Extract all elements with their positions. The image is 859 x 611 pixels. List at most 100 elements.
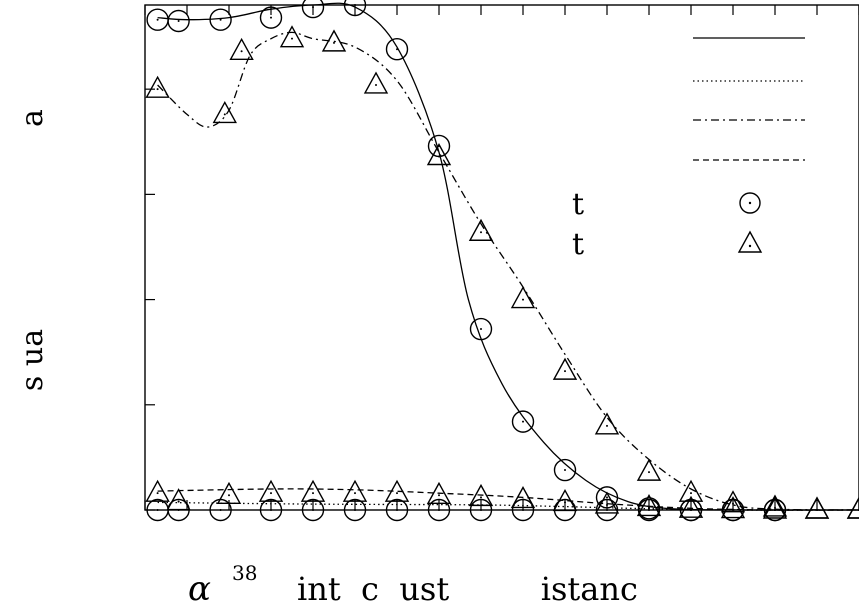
marker-center-dot xyxy=(522,298,524,301)
marker-triangle xyxy=(636,458,662,481)
legend: t t xyxy=(572,37,805,262)
marker-center-dot xyxy=(270,492,272,495)
marker-center-dot xyxy=(564,469,566,472)
marker-triangle xyxy=(321,29,347,52)
plot-frame xyxy=(144,4,859,511)
x-axis-label-superscript: 38 xyxy=(232,561,257,585)
marker-center-dot xyxy=(774,506,776,509)
marker-center-dot xyxy=(648,471,650,474)
marker-circle xyxy=(511,410,535,433)
marker-triangle xyxy=(720,496,746,519)
marker-center-dot xyxy=(564,501,566,504)
marker-center-dot xyxy=(396,509,398,511)
marker-center-dot xyxy=(690,508,692,511)
marker-center-dot xyxy=(732,508,734,511)
marker-triangle xyxy=(552,488,578,512)
marker-center-dot xyxy=(240,50,243,53)
marker-triangle xyxy=(212,100,237,124)
marker-circle xyxy=(595,486,619,509)
marker-triangle xyxy=(468,483,494,507)
marker-circle xyxy=(679,498,703,522)
marker-triangle xyxy=(145,75,170,98)
marker-triangle xyxy=(762,494,788,517)
axis-labels: a s ua α 38 int c ust istanc xyxy=(15,109,638,609)
marker-center-dot xyxy=(648,509,650,511)
marker-triangle xyxy=(594,412,620,435)
marker-triangle xyxy=(363,71,389,94)
marker-center-dot xyxy=(438,509,440,511)
marker-center-dot xyxy=(333,41,335,44)
marker-circle xyxy=(427,498,451,522)
marker-triangle xyxy=(678,479,704,502)
marker-triangle xyxy=(229,37,254,60)
marker-center-dot xyxy=(312,492,314,495)
marker-circle xyxy=(385,37,409,61)
marker-center-dot xyxy=(522,509,524,511)
marker-center-dot xyxy=(396,492,398,495)
marker-triangle xyxy=(300,479,326,502)
marker-center-dot xyxy=(816,509,818,511)
marker-center-dot xyxy=(648,506,650,509)
marker-circle xyxy=(721,498,745,522)
marker-triangle xyxy=(846,496,859,519)
marker-triangle xyxy=(384,479,410,502)
marker-triangle xyxy=(552,357,578,380)
marker-circle xyxy=(259,498,283,522)
legend-label-circle: t xyxy=(572,187,584,222)
legend-marker-triangle-dot xyxy=(748,244,752,248)
marker-circle xyxy=(385,498,409,522)
x-axis-label-text: int c ust istanc xyxy=(297,570,638,608)
marker-center-dot xyxy=(156,18,159,21)
marker-circle xyxy=(259,6,283,29)
series-markers xyxy=(145,0,859,522)
marker-circle xyxy=(469,498,493,522)
marker-center-dot xyxy=(270,509,272,511)
marker-center-dot xyxy=(480,231,482,234)
marker-triangle xyxy=(342,479,368,502)
marker-circle xyxy=(637,498,661,522)
marker-triangle xyxy=(510,286,536,309)
marker-center-dot xyxy=(223,113,226,116)
plot-area xyxy=(144,0,859,522)
marker-center-dot xyxy=(156,492,159,495)
marker-triangle xyxy=(468,218,494,241)
marker-circle xyxy=(301,0,325,19)
marker-center-dot xyxy=(690,492,692,495)
marker-center-dot xyxy=(522,420,524,423)
marker-center-dot xyxy=(606,424,608,427)
marker-triangle xyxy=(804,496,830,519)
marker-center-dot xyxy=(354,509,356,511)
legend-marker-circle-dot xyxy=(748,201,752,205)
marker-circle xyxy=(343,0,367,17)
marker-center-dot xyxy=(291,37,293,40)
legend-marker-triangle xyxy=(737,230,763,253)
marker-circle xyxy=(469,317,493,341)
marker-triangle xyxy=(762,496,788,519)
marker-triangle xyxy=(678,495,704,518)
marker-triangle xyxy=(426,143,452,166)
marker-center-dot xyxy=(396,48,398,51)
marker-center-dot xyxy=(228,494,230,497)
marker-triangle xyxy=(426,481,452,504)
marker-center-dot xyxy=(522,498,524,501)
marker-circle xyxy=(209,8,232,31)
marker-center-dot xyxy=(375,83,377,86)
marker-center-dot xyxy=(219,509,222,511)
marker-center-dot xyxy=(480,328,482,331)
curve-dashdot xyxy=(157,31,859,511)
marker-center-dot xyxy=(564,370,566,373)
x-axis-label-alpha: α xyxy=(188,569,211,609)
marker-circle xyxy=(595,498,619,522)
marker-center-dot xyxy=(606,496,608,499)
marker-triangle xyxy=(510,486,536,509)
y-axis-label-bottom: s ua xyxy=(15,329,50,391)
marker-center-dot xyxy=(732,502,734,505)
marker-triangle xyxy=(636,494,662,517)
marker-triangle xyxy=(594,491,620,514)
series-curves xyxy=(157,2,859,511)
y-axis-label-top: a xyxy=(15,109,50,127)
curve-solid xyxy=(157,2,859,511)
marker-center-dot xyxy=(156,88,159,91)
marker-center-dot xyxy=(177,19,180,22)
